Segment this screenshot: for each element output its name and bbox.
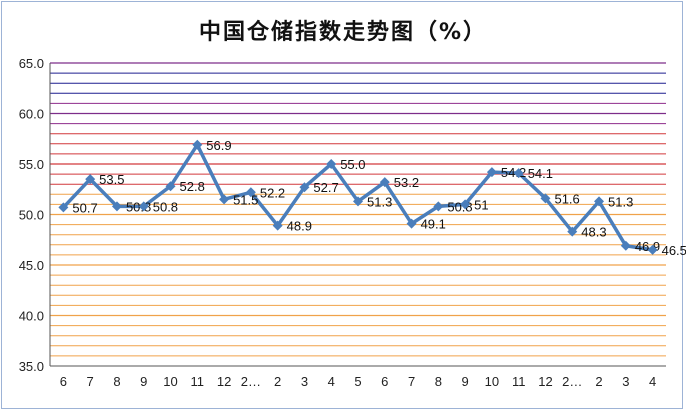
data-point xyxy=(85,174,96,185)
data-label: 54.1 xyxy=(528,166,553,181)
data-label: 51.3 xyxy=(608,194,633,209)
data-point xyxy=(138,201,149,212)
data-point xyxy=(192,139,203,150)
x-tick-label: 4 xyxy=(649,374,656,389)
x-tick-label: 3 xyxy=(301,374,308,389)
data-label: 51 xyxy=(474,197,488,212)
data-point xyxy=(406,218,417,229)
data-point xyxy=(353,196,363,207)
x-tick-label: 7 xyxy=(408,374,415,389)
data-label: 52.2 xyxy=(260,185,285,200)
data-point xyxy=(647,244,658,255)
data-label: 50.8 xyxy=(447,199,472,214)
y-tick-label: 65.0 xyxy=(19,56,44,71)
data-label: 51.6 xyxy=(554,191,579,206)
data-label: 52.8 xyxy=(180,179,205,194)
x-tick-label: 2… xyxy=(562,374,582,389)
x-tick-label: 11 xyxy=(512,374,526,389)
y-tick-label: 35.0 xyxy=(19,359,44,374)
x-tick-label: 5 xyxy=(354,374,361,389)
data-label: 56.9 xyxy=(206,138,231,153)
x-tick-label: 11 xyxy=(191,374,205,389)
data-label: 46.5 xyxy=(662,243,686,258)
data-point xyxy=(540,193,551,204)
data-point xyxy=(594,196,605,207)
data-point xyxy=(460,199,471,210)
x-tick-label: 9 xyxy=(462,374,469,389)
x-tick-label: 10 xyxy=(163,374,177,389)
y-tick-label: 45.0 xyxy=(19,258,44,273)
data-label: 55.0 xyxy=(340,157,365,172)
data-point xyxy=(219,194,230,205)
x-tick-label: 8 xyxy=(435,374,442,389)
data-point xyxy=(567,226,578,237)
data-point xyxy=(111,201,122,212)
data-point xyxy=(165,181,176,192)
y-tick-label: 50.0 xyxy=(19,208,44,223)
data-label: 48.9 xyxy=(287,219,312,234)
x-tick-label: 2 xyxy=(274,374,281,389)
data-point xyxy=(379,177,390,188)
data-point xyxy=(433,201,444,212)
x-tick-label: 2… xyxy=(241,374,261,389)
x-tick-label: 10 xyxy=(485,374,499,389)
y-tick-label: 40.0 xyxy=(19,309,44,324)
data-point xyxy=(299,182,310,193)
data-label: 50.8 xyxy=(153,199,178,214)
y-tick-label: 55.0 xyxy=(19,157,44,172)
x-tick-label: 3 xyxy=(622,374,629,389)
x-tick-label: 6 xyxy=(60,374,67,389)
x-tick-label: 12 xyxy=(217,374,231,389)
data-label: 48.3 xyxy=(581,225,606,240)
data-point xyxy=(58,202,69,213)
chart-title: 中国仓储指数走势图（%） xyxy=(198,20,488,45)
x-tick-label: 4 xyxy=(328,374,335,389)
data-label: 46.9 xyxy=(635,239,660,254)
data-point xyxy=(513,168,524,179)
x-tick-label: 9 xyxy=(140,374,147,389)
data-label: 53.5 xyxy=(99,172,124,187)
x-tick-label: 2 xyxy=(595,374,602,389)
data-label: 49.1 xyxy=(421,217,446,232)
data-point xyxy=(486,167,497,178)
data-point xyxy=(620,240,631,251)
x-tick-label: 6 xyxy=(381,374,388,389)
data-label: 51.3 xyxy=(367,194,392,209)
x-tick-label: 8 xyxy=(113,374,120,389)
x-tick-label: 7 xyxy=(87,374,94,389)
data-point xyxy=(272,220,283,231)
data-point xyxy=(326,159,337,169)
data-label: 51.5 xyxy=(233,192,258,207)
x-tick-label: 12 xyxy=(538,374,552,389)
data-label: 52.7 xyxy=(313,180,338,195)
data-label: 50.7 xyxy=(72,200,97,215)
data-label: 53.2 xyxy=(394,175,419,190)
y-tick-label: 60.0 xyxy=(19,107,44,122)
data-point xyxy=(245,187,256,198)
